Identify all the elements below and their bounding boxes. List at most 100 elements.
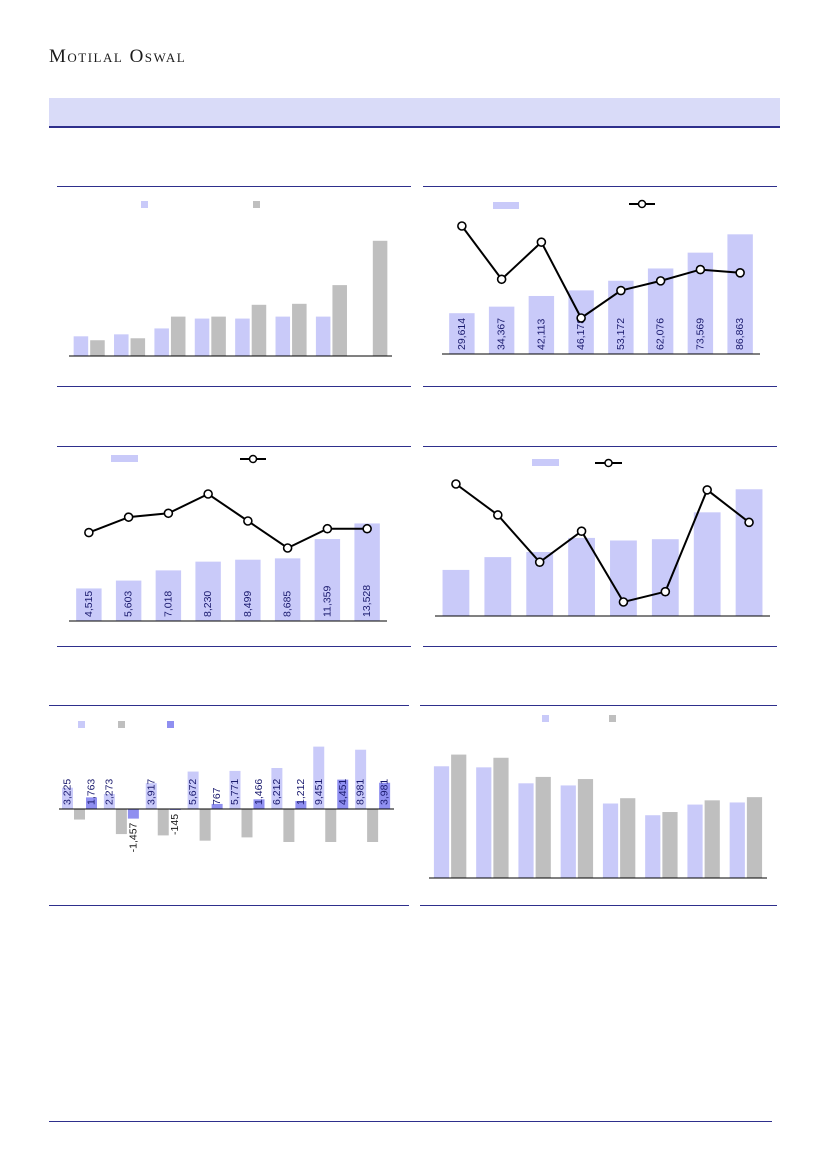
c5-bar-c-7 bbox=[379, 782, 391, 809]
c2-data-label-6: 73,569 bbox=[694, 318, 706, 350]
c4-bar-0 bbox=[442, 569, 470, 616]
c6-bar-b-1 bbox=[493, 757, 509, 878]
c2-data-label-2: 42,113 bbox=[535, 319, 547, 350]
c2-data-label-1: 34,367 bbox=[496, 318, 508, 350]
c5-bar-b-6 bbox=[325, 809, 337, 842]
c3-bar-5 bbox=[274, 558, 301, 621]
c5-bar-b-7 bbox=[367, 809, 379, 842]
c1-bar-b-2 bbox=[170, 316, 186, 356]
c2-data-label-0: 29,614 bbox=[456, 318, 468, 350]
c4-line-marker-6 bbox=[702, 485, 712, 495]
c2-data-label-4: 53,172 bbox=[615, 318, 627, 350]
c3-line-marker-3 bbox=[203, 489, 213, 499]
c5-bar-a-1 bbox=[103, 793, 115, 809]
c5-bar-a-7 bbox=[355, 749, 367, 809]
c5-data-label-c-4: 1,466 bbox=[253, 779, 265, 805]
c1-bar-a-0 bbox=[73, 336, 89, 356]
c5-bar-b-2 bbox=[157, 809, 169, 836]
c5-bar-a-4 bbox=[229, 770, 241, 809]
c4-line-marker-4 bbox=[618, 597, 629, 607]
c1-legend-swatch-1 bbox=[253, 201, 260, 208]
c1-bar-b-4 bbox=[251, 304, 267, 356]
footer-rule bbox=[49, 1121, 772, 1122]
c5-data-label-a-2: 3,917 bbox=[145, 779, 157, 805]
c5-bar-b-4 bbox=[241, 809, 253, 838]
chart-6 bbox=[429, 715, 767, 879]
c2-line-marker-0 bbox=[457, 221, 467, 231]
c5-bar-c-0 bbox=[86, 797, 97, 809]
c3-line-marker-6 bbox=[322, 523, 333, 534]
c4-bar-7 bbox=[735, 489, 763, 616]
c2-bar-0 bbox=[449, 313, 475, 354]
c2-line-marker-7 bbox=[735, 268, 745, 278]
c6-bar-a-1 bbox=[476, 767, 492, 878]
c6-bar-b-7 bbox=[746, 797, 763, 878]
c6-legend-swatch-1 bbox=[609, 715, 616, 722]
c3-data-label-0: 4,515 bbox=[83, 591, 95, 617]
c1-legend-swatch-0 bbox=[141, 201, 148, 208]
c5-bar-a-6 bbox=[313, 746, 325, 809]
c5-data-label-a-7: 8,981 bbox=[355, 779, 367, 805]
c3-line-marker-2 bbox=[163, 508, 174, 519]
c5-bar-b-0 bbox=[74, 809, 85, 820]
chart-1 bbox=[69, 201, 392, 357]
c4-line-marker-5 bbox=[660, 586, 671, 597]
c3-series-line bbox=[88, 492, 368, 550]
c6-bar-a-2 bbox=[518, 783, 534, 878]
c3-bar-7 bbox=[354, 523, 380, 621]
c4-legend-marker bbox=[604, 458, 613, 468]
c6-bar-b-0 bbox=[451, 754, 467, 878]
c5-legend-swatch-0 bbox=[78, 721, 85, 728]
c5-bar-b-5 bbox=[283, 809, 295, 842]
c4-bar-3 bbox=[568, 537, 595, 616]
c3-line-marker-0 bbox=[84, 527, 94, 538]
c5-bar-c-4 bbox=[253, 799, 265, 809]
c6-bar-b-2 bbox=[535, 776, 551, 878]
c2-bar-2 bbox=[528, 295, 555, 354]
chart-panel-2: 29,614 34,367 42,113 46,178 53,172 62,076 73,5… bbox=[423, 186, 777, 388]
chart-panel-5: 3,225 1,763 2,273 -1,457 3,917 -145 5,672 767 5,… bbox=[49, 705, 409, 907]
chart-4 bbox=[435, 458, 770, 617]
c1-bar-a-3 bbox=[194, 318, 210, 356]
c4-line-marker-0 bbox=[451, 479, 461, 489]
c3-line-marker-7 bbox=[362, 523, 372, 534]
c5-data-label-a-5: 6,212 bbox=[271, 779, 283, 805]
c1-bar-b-5 bbox=[292, 303, 307, 356]
c5-data-label-c-6: 4,451 bbox=[337, 779, 349, 805]
c5-data-label-c-1: -1,457 bbox=[127, 822, 139, 852]
c1-bar-b-6 bbox=[332, 285, 347, 356]
c3-data-label-7: 13,528 bbox=[361, 585, 373, 617]
c1-bar-a-4 bbox=[235, 318, 250, 356]
c6-bar-b-4 bbox=[620, 798, 636, 878]
c2-line-marker-1 bbox=[496, 274, 507, 285]
c2-bar-7 bbox=[727, 234, 753, 354]
c4-bar-6 bbox=[693, 512, 721, 616]
c5-data-label-a-3: 5,672 bbox=[187, 779, 199, 805]
c2-series-line bbox=[461, 225, 741, 320]
c2-line-marker-3 bbox=[576, 313, 586, 323]
c3-data-label-6: 11,359 bbox=[321, 586, 333, 617]
c1-bar-a-5 bbox=[275, 316, 291, 356]
c5-data-label-a-4: 5,771 bbox=[229, 779, 241, 805]
section-header-band bbox=[49, 98, 780, 128]
c3-line-marker-5 bbox=[282, 543, 293, 553]
c3-data-label-2: 7,018 bbox=[162, 591, 174, 617]
c1-bar-b-7 bbox=[372, 240, 388, 356]
c3-data-label-4: 8,499 bbox=[242, 591, 254, 617]
c3-bar-6 bbox=[314, 539, 341, 621]
c1-bar-a-1 bbox=[114, 334, 129, 356]
c5-data-label-c-0: 1,763 bbox=[86, 779, 98, 805]
c3-bar-3 bbox=[195, 561, 221, 621]
c2-data-label-7: 86,863 bbox=[734, 318, 746, 350]
c3-legend-swatch-0 bbox=[111, 455, 138, 462]
c5-data-label-a-0: 3,225 bbox=[62, 779, 74, 805]
c2-line-marker-6 bbox=[695, 264, 706, 275]
c2-line-marker-2 bbox=[536, 237, 547, 247]
c2-legend-swatch-0 bbox=[493, 202, 519, 209]
c2-line-marker-5 bbox=[655, 276, 666, 286]
c6-bar-a-0 bbox=[433, 766, 450, 878]
c1-bar-a-6 bbox=[315, 316, 331, 356]
c3-legend-marker bbox=[248, 454, 258, 464]
c2-data-label-3: 46,178 bbox=[575, 318, 587, 350]
c5-bar-c-3 bbox=[211, 803, 223, 809]
